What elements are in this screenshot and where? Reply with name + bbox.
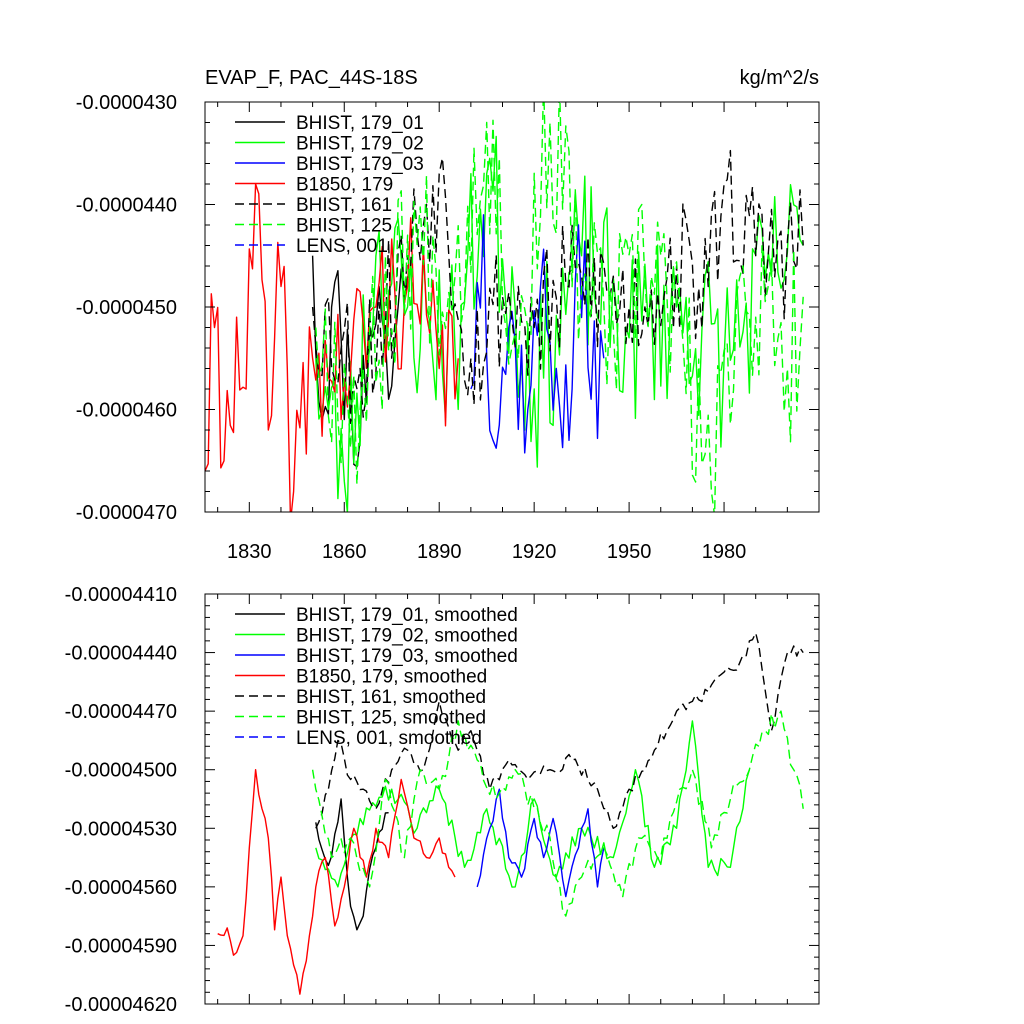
y-tick-label: -0.00004470 <box>65 701 177 723</box>
series-line-5 <box>311 710 804 917</box>
y-tick-label: -0.0000470 <box>76 502 177 524</box>
legend-label: LENS, 001 <box>296 236 388 257</box>
y-ticks <box>205 101 819 513</box>
y-tick-label: -0.00004560 <box>65 877 177 899</box>
y-tick-label: -0.00004530 <box>65 818 177 840</box>
legend-label: B1850, 179 <box>296 175 393 196</box>
series-line-5 <box>315 102 804 512</box>
series-line-1 <box>315 135 804 512</box>
legend-label: BHIST, 179_03, smoothed <box>296 646 518 667</box>
y-tick-label: -0.00004440 <box>65 643 177 665</box>
x-tick-label: 1980 <box>702 541 747 563</box>
bottom-panel: -0.00004410 -0.00004440 -0.00004470 -0.0000… <box>65 584 820 1016</box>
y-tick-label: -0.0000430 <box>76 92 177 114</box>
series-line-3 <box>217 769 456 995</box>
legend-label: BHIST, 125 <box>296 216 392 237</box>
legend-label: BHIST, 179_03 <box>296 154 424 175</box>
legend-label: BHIST, 179_02 <box>296 134 424 155</box>
legend-label: BHIST, 179_02, smoothed <box>296 626 518 647</box>
x-tick-label: 1950 <box>607 541 652 563</box>
series-line-3 <box>205 183 459 512</box>
x-tick-label: 1890 <box>417 541 462 563</box>
x-tick-label: 1830 <box>227 541 272 563</box>
legend-label: B1850, 179, smoothed <box>296 667 487 688</box>
chart-title: EVAP_F, PAC_44S-18S <box>205 67 418 89</box>
series-group <box>205 102 804 512</box>
y-tick-label: -0.00004590 <box>65 935 177 957</box>
legend-label: BHIST, 125, smoothed <box>296 708 486 729</box>
legend-label: BHIST, 161, smoothed <box>296 687 486 708</box>
chart-units: kg/m^2/s <box>740 67 819 89</box>
legend-label: LENS, 001, smoothed <box>296 728 482 749</box>
series-line-4 <box>315 632 804 829</box>
x-tick-label: 1860 <box>322 541 367 563</box>
plot-frame <box>204 593 820 1005</box>
y-tick-label: -0.00004500 <box>65 760 177 782</box>
series-line-4 <box>311 149 804 424</box>
top-panel: 1830 1860 1890 1920 1950 1980 -0.0000430 -0.000… <box>76 67 820 563</box>
y-tick-label: -0.00004410 <box>65 584 177 606</box>
y-ticks <box>205 593 819 1005</box>
y-tick-label: -0.0000440 <box>76 195 177 217</box>
series-group <box>217 632 804 995</box>
y-tick-label: -0.0000460 <box>76 400 177 422</box>
legend-label: BHIST, 161 <box>296 195 392 216</box>
x-ticks <box>217 102 820 512</box>
y-tick-label: -0.00004620 <box>65 994 177 1016</box>
series-line-2 <box>470 214 605 454</box>
series-line-2 <box>476 788 605 898</box>
y-tick-label: -0.0000450 <box>76 297 177 319</box>
legend-label: BHIST, 179_01, smoothed <box>296 605 518 626</box>
x-tick-label: 1920 <box>512 541 557 563</box>
x-ticks <box>217 594 820 1004</box>
legend-label: BHIST, 179_01 <box>296 113 424 134</box>
